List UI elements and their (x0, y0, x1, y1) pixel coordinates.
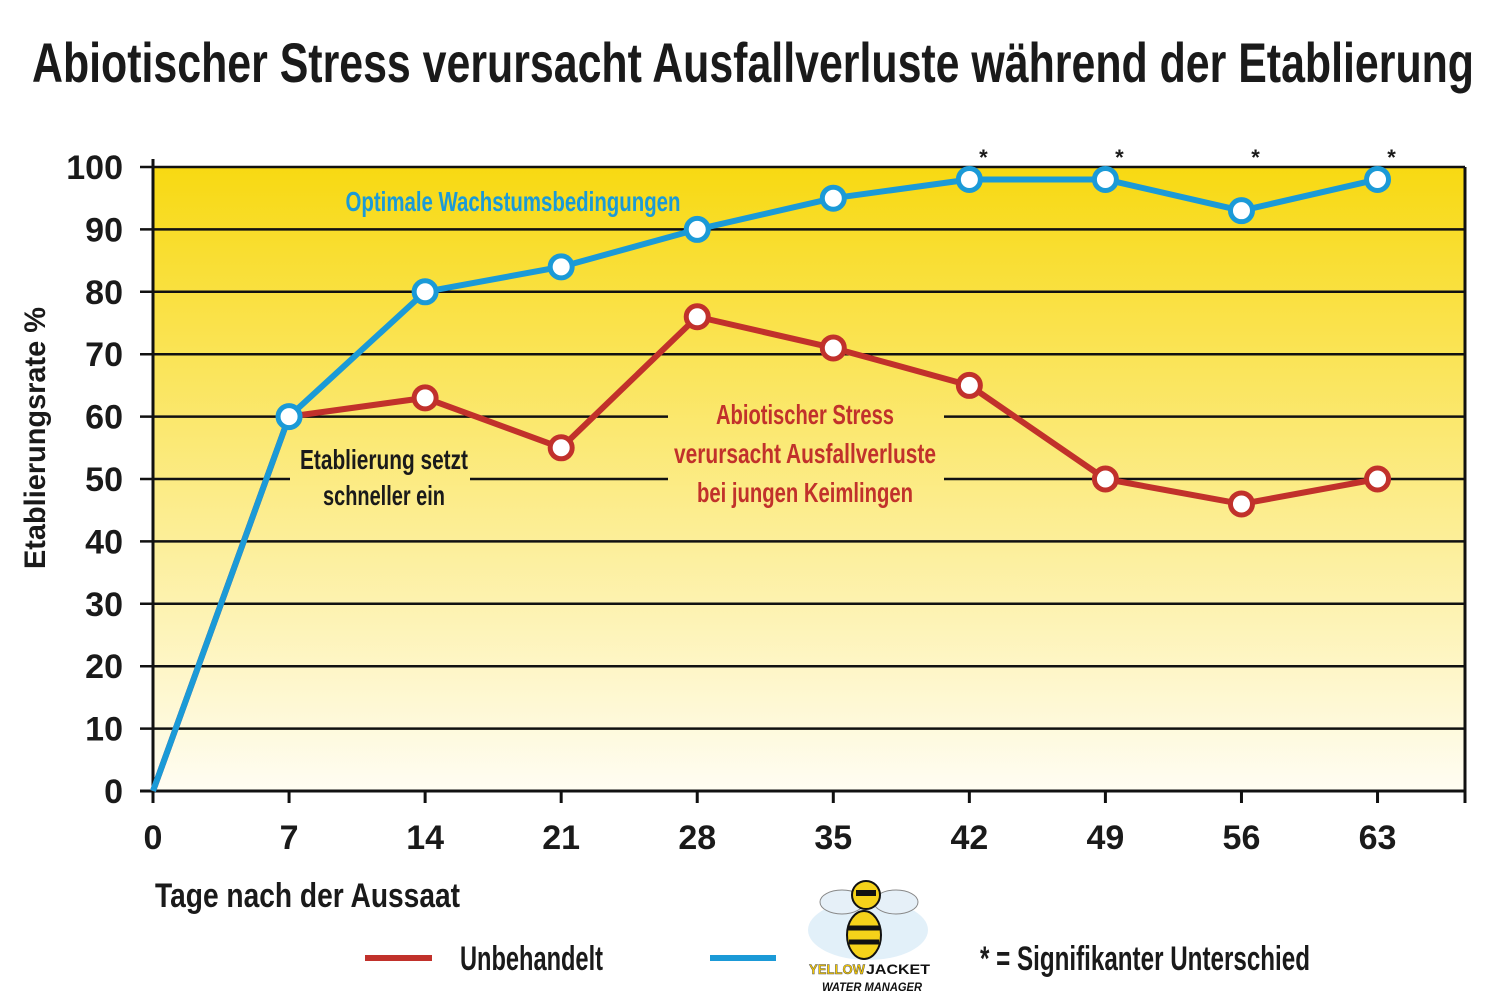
series-line-1 (150, 176, 1379, 793)
annotation-stress: Abiotischer Stress (716, 399, 894, 430)
legend: Unbehandelt YELLOW JACKET WATER MANAGER … (365, 880, 1310, 994)
data-point (275, 403, 303, 431)
x-tick-label: 7 (280, 819, 299, 857)
x-tick-label: 0 (144, 819, 163, 857)
y-tick-label: 20 (85, 648, 123, 686)
data-point (547, 434, 575, 462)
data-point (1091, 165, 1119, 193)
y-tick-label: 100 (66, 149, 123, 187)
significance-star: * (1115, 145, 1124, 170)
svg-text:WATER MANAGER: WATER MANAGER (822, 980, 922, 994)
series-line-0 (150, 313, 1379, 793)
svg-text:JACKET: JACKET (866, 961, 931, 977)
x-tick-label: 42 (950, 819, 988, 857)
annotation-stress: bei jungen Keimlingen (697, 477, 913, 508)
svg-text:YELLOW: YELLOW (809, 961, 866, 977)
y-tick-label: 90 (85, 211, 123, 249)
y-tick-label: 40 (85, 523, 123, 561)
annotations: Optimale Wachstumsbedingungen Etablierung… (290, 186, 944, 515)
annotation-stress: verursacht Ausfallverluste (674, 438, 936, 469)
data-point (955, 371, 983, 399)
significance-star: * (1251, 145, 1260, 170)
data-point (411, 278, 439, 306)
y-tick-label: 70 (85, 336, 123, 374)
significance-legend: * = Signifikanter Unterschied (980, 940, 1310, 978)
x-tick-label: 14 (406, 819, 444, 857)
significance-star: * (979, 145, 988, 170)
series: * * * * (150, 145, 1396, 793)
annotation-optimal: Optimale Wachstumsbedingungen (346, 186, 681, 217)
y-tick-label: 0 (104, 773, 123, 811)
data-point (683, 215, 711, 243)
data-point (1227, 490, 1255, 518)
x-axis-label: Tage nach der Aussaat (155, 877, 460, 915)
ticks: 0 10 20 30 40 50 60 70 80 90 100 0 7 14 21 28 35 42 49 56 63 (66, 149, 1396, 857)
x-tick-label: 28 (678, 819, 716, 857)
x-tick-label: 56 (1223, 819, 1261, 857)
data-point (547, 253, 575, 281)
y-tick-label: 80 (85, 274, 123, 312)
y-tick-label: 10 (85, 711, 123, 749)
data-point (1091, 465, 1119, 493)
significance-star: * (1387, 145, 1396, 170)
y-axis-label: Etablierungsrate % (19, 307, 52, 569)
data-point (683, 303, 711, 331)
legend-label-unbehandelt: Unbehandelt (460, 940, 603, 978)
x-tick-label: 21 (542, 819, 580, 857)
data-point (1227, 197, 1255, 225)
data-point (819, 334, 847, 362)
x-tick-label: 49 (1087, 819, 1125, 857)
data-point (411, 384, 439, 412)
annotation-faster: Etablierung setzt (300, 444, 468, 475)
x-tick-label: 35 (814, 819, 852, 857)
data-point (955, 165, 983, 193)
chart-title: Abiotischer Stress verursacht Ausfallver… (32, 31, 1474, 94)
data-point (1364, 465, 1392, 493)
data-point (1364, 165, 1392, 193)
yellowjacket-logo: YELLOW JACKET WATER MANAGER (808, 880, 931, 994)
y-tick-label: 30 (85, 586, 123, 624)
x-tick-label: 63 (1359, 819, 1397, 857)
y-tick-label: 60 (85, 399, 123, 437)
data-point (819, 184, 847, 212)
annotation-faster: schneller ein (323, 480, 445, 511)
y-tick-label: 50 (85, 461, 123, 499)
